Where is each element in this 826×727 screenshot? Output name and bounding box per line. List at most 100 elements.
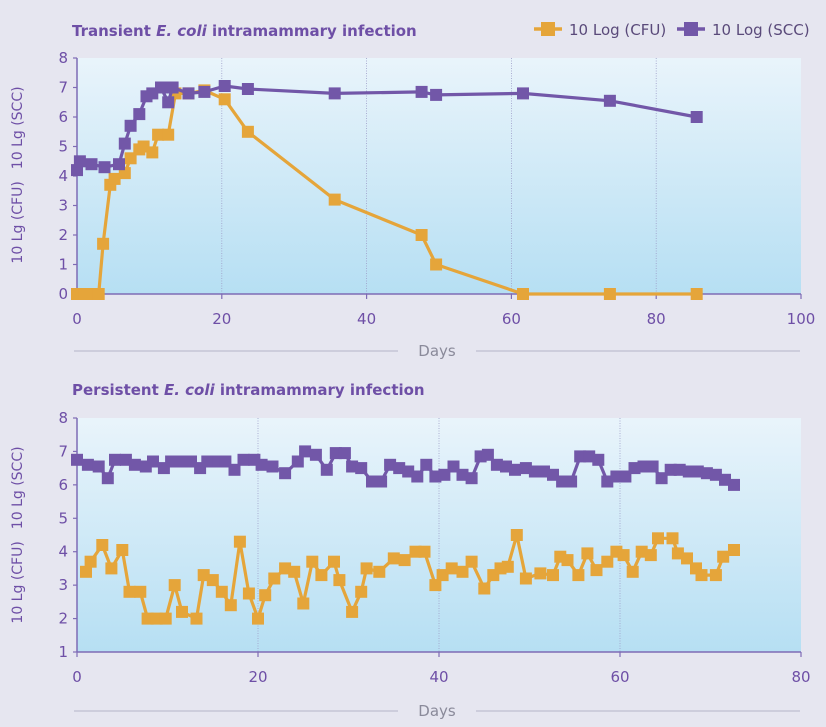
chart1-ytick-label: 4 — [58, 167, 68, 185]
chart2-cfu-point-33 — [387, 552, 400, 565]
chart2-cfu-point-2 — [96, 539, 109, 551]
chart1-scc-point-16 — [241, 83, 254, 95]
chart2-scc-point-45 — [490, 458, 503, 471]
chart2-ylabel-scc: 10 Lg (SCC) — [10, 446, 26, 529]
chart1-scc-point-11 — [162, 96, 175, 109]
chart2-scc-point-0 — [71, 453, 83, 466]
legend-scc-marker — [684, 22, 698, 36]
chart2-cfu-point-15 — [215, 585, 228, 598]
chart2-scc-point-32 — [375, 475, 388, 488]
chart1-ytick-label: 8 — [58, 49, 68, 67]
chart1-cfu-point-6 — [108, 172, 121, 185]
chart2-scc-point-16 — [219, 455, 232, 468]
chart1-cfu-point-12 — [152, 128, 165, 141]
chart2-scc-point-69 — [709, 468, 722, 481]
chart1-scc-point-4 — [113, 158, 125, 171]
chart1-ylabel-cfu: 10 Lg (CFU) — [10, 181, 26, 263]
chart2-cfu-point-60 — [644, 549, 657, 562]
chart2-cfu-point-45 — [501, 560, 514, 573]
chart2-scc-point-42 — [465, 472, 478, 485]
chart2-scc-point-28 — [338, 447, 351, 460]
chart1-cfu-point-21 — [430, 258, 443, 271]
chart1-title-italic: E. coli — [156, 22, 208, 40]
chart2-cfu-point-51 — [561, 554, 574, 567]
chart2-scc-point-53 — [565, 475, 578, 488]
chart2-scc-point-62 — [646, 460, 659, 473]
chart2-cfu-point-30 — [355, 585, 368, 598]
chart1-scc-point-7 — [133, 108, 146, 121]
chart1-scc-point-22 — [690, 111, 703, 123]
chart2-cfu-point-26 — [315, 569, 328, 582]
chart2-scc-point-63 — [655, 472, 668, 485]
chart1-xlabel: Days — [418, 342, 456, 360]
chart2-scc-point-57 — [601, 475, 614, 488]
chart2-cfu-point-47 — [519, 572, 532, 585]
chart2-cfu-point-27 — [328, 555, 340, 568]
chart2-cfu-point-5 — [123, 585, 136, 598]
chart2-ytick-label: 7 — [58, 442, 68, 460]
chart2-cfu-point-37 — [429, 579, 442, 592]
chart2-scc-point-6 — [128, 458, 141, 471]
legend-scc-label: 10 Log (SCC) — [712, 21, 810, 39]
chart2-ytick-label: 6 — [58, 476, 68, 494]
chart1-scc-point-6 — [124, 119, 137, 132]
chart1-scc-point-5 — [118, 137, 131, 150]
chart1-cfu-point-24 — [690, 288, 703, 300]
chart2-scc-point-18 — [237, 453, 250, 466]
chart2-cfu-point-9 — [159, 612, 172, 625]
chart2-scc-point-36 — [411, 470, 424, 483]
chart2-cfu-point-32 — [373, 565, 386, 578]
chart2-cfu-point-49 — [547, 569, 559, 582]
chart2-scc-point-44 — [481, 448, 494, 461]
chart1-xtick-label: 80 — [647, 310, 666, 328]
chart2-cfu-point-66 — [695, 569, 708, 582]
chart2-title-suffix: intramammary infection — [215, 381, 425, 399]
chart2-xtick-label: 40 — [429, 668, 448, 686]
chart2-scc-point-3 — [101, 472, 114, 485]
chart2-scc-point-37 — [420, 458, 433, 471]
chart2-scc-point-61 — [637, 460, 650, 473]
chart2-scc-point-59 — [619, 470, 632, 483]
chart1-scc-point-1 — [73, 155, 86, 168]
chart1-cfu-point-18 — [241, 125, 254, 138]
chart2-cfu-point-58 — [626, 565, 639, 578]
chart2-xtick-label: 0 — [72, 668, 82, 686]
chart2-scc-point-24 — [299, 445, 312, 458]
chart2-cfu-point-28 — [333, 574, 346, 587]
chart1-ytick-label: 0 — [58, 285, 68, 303]
chart1-ylabel: 10 Lg (CFU) 10 Lg (SCC) — [10, 86, 26, 263]
chart2-ytick-label: 4 — [58, 543, 68, 561]
chart2-scc-point-30 — [355, 462, 368, 475]
chart2-scc-point-27 — [329, 447, 342, 460]
chart1-cfu-point-13 — [162, 128, 175, 141]
chart2-scc-point-2 — [92, 460, 105, 473]
chart2-scc-point-67 — [691, 465, 704, 478]
chart2-cfu-point-25 — [306, 555, 319, 568]
chart1-xtick-label: 100 — [787, 310, 816, 328]
chart2-cfu-point-18 — [242, 587, 255, 600]
chart2-cfu-point-6 — [134, 585, 147, 598]
chart2-scc-point-17 — [228, 463, 241, 476]
chart1-scc-point-13 — [182, 87, 195, 100]
chart2-cfu-point-29 — [346, 605, 359, 618]
chart2-cfu-point-48 — [534, 567, 547, 580]
chart2-scc-point-23 — [291, 455, 304, 468]
chart2-scc-point-33 — [384, 458, 397, 471]
chart2-cfu-point-24 — [297, 597, 310, 610]
chart2-ylabel-cfu: 10 Lg (CFU) — [10, 541, 26, 623]
chart1-scc-point-12 — [166, 81, 179, 94]
chart2-scc-point-29 — [346, 460, 359, 473]
chart2-title-prefix: Persistent — [72, 381, 164, 399]
chart1-ytick-label: 1 — [58, 256, 68, 274]
chart1-scc-point-19 — [430, 88, 443, 101]
chart1-scc-point-21 — [603, 94, 616, 107]
chart2-scc-point-47 — [509, 463, 521, 476]
chart1-scc-point-20 — [517, 87, 529, 100]
chart2-cfu-point-40 — [456, 565, 469, 578]
chart1-cfu-point-17 — [218, 93, 231, 106]
chart2-scc-point-20 — [255, 458, 268, 471]
